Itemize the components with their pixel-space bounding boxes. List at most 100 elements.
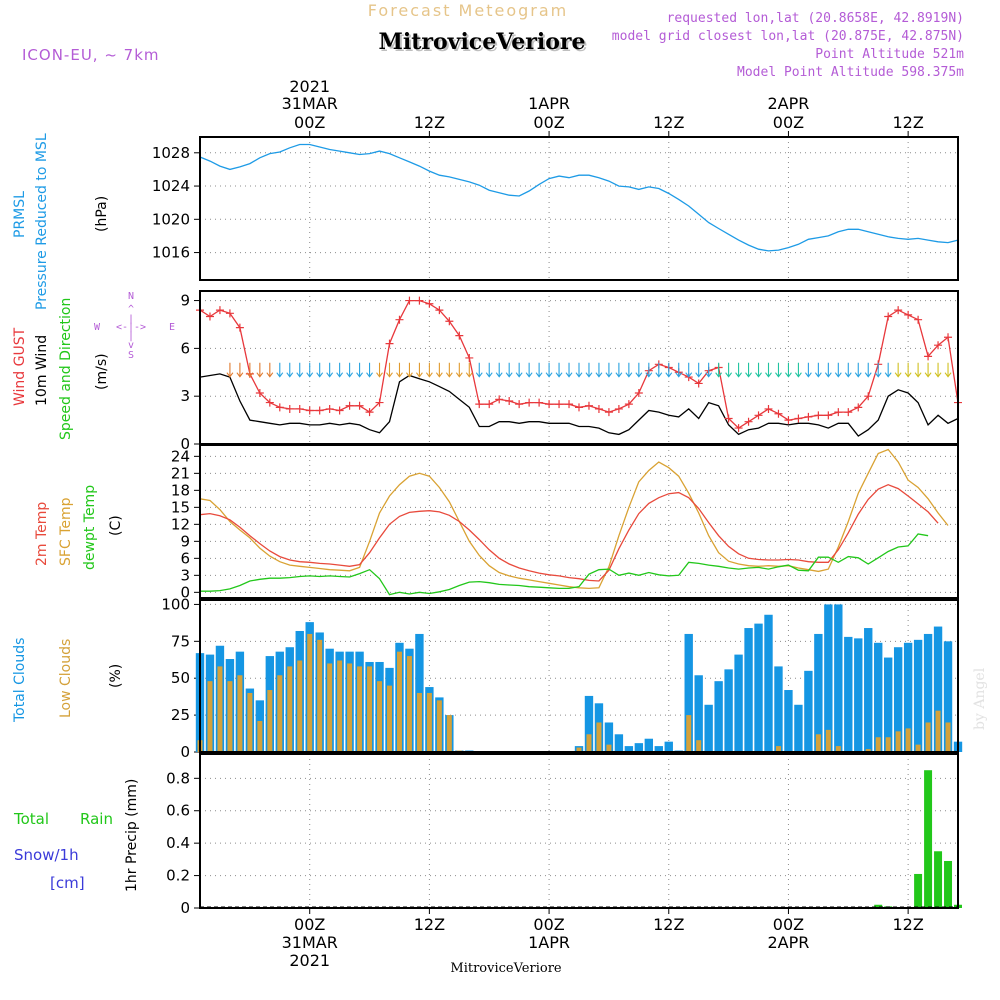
gust-marker [784,416,793,425]
wind-direction-arrow [316,362,324,378]
gust-marker [764,404,773,413]
gust-marker [525,398,534,407]
wind-direction-arrow [535,362,543,378]
wind-direction-arrow [425,362,433,378]
gust-marker [395,315,404,324]
low-cloud-bar [217,666,223,752]
gust-marker [415,296,424,305]
wind-direction-arrow [276,362,284,378]
total-cloud-bar [604,722,614,752]
gust-marker [824,411,833,420]
gust-marker [375,398,384,407]
wind-direction-arrow [814,362,822,378]
total-cloud-bar [704,704,713,752]
svg-text:^: ^ [128,304,134,315]
gust-marker [335,406,344,415]
bottom-time-label: 00Z [773,915,804,934]
gust-marker [604,408,613,417]
total-cloud-bar [774,666,783,752]
low-cloud-bar [367,666,373,752]
total-cloud-bar [694,675,703,752]
top-time-label: 12Z [892,113,923,132]
svg-text:2m Temp: 2m Temp [34,502,50,566]
svg-text:Total Clouds: Total Clouds [12,638,28,723]
low-cloud-bar [396,651,402,752]
total-cloud-bar [744,628,753,752]
svg-text:Low Clouds: Low Clouds [58,639,74,718]
wind-direction-arrow [376,362,383,378]
top-date-label: 31MAR [282,94,338,113]
rain-bar [924,770,933,908]
low-cloud-bar [586,734,592,752]
y-tick-label: 9 [180,532,190,550]
gust-marker [405,296,414,305]
wind-direction-arrow [685,362,693,378]
y-tick-label: 12 [171,515,190,533]
bottom-time-label: 12Z [653,915,684,934]
footer-station: MitroviceVeriore [450,961,562,976]
low-cloud-bar [237,675,243,752]
dewpt-line [200,533,929,596]
low-cloud-bar [406,656,412,752]
low-cloud-bar [436,700,442,752]
wind-direction-arrow [705,362,713,378]
total-cloud-bar [874,642,883,752]
wind-direction-arrow [435,362,443,378]
svg-text:Total: Total [13,810,49,828]
low-cloud-bar [267,690,273,752]
wind-direction-arrow [625,362,633,378]
gust-marker [355,401,364,410]
top-time-label: 00Z [773,113,804,132]
bottom-date-label: 1APR [528,933,570,952]
gust-marker [584,401,593,410]
wind-direction-arrow [575,362,583,378]
rain-bar [934,851,943,908]
wind-direction-arrow [525,362,533,378]
total-cloud-bar [883,657,893,752]
gust-marker [575,403,583,412]
wind-direction-arrow [236,362,244,378]
low-cloud-bar [935,710,941,752]
gust-marker [694,379,703,388]
y-tick-label: 24 [171,447,190,465]
total-cloud-bar [913,639,923,752]
wind-direction-arrow [326,362,334,378]
precip-panel: 0 0.2 0.4 0.6 0.8 [166,753,962,917]
wind-side-label: Wind GUST 10m Wind Speed and Direction (… [12,298,110,440]
svg-text:Pressure Reduced to MSL: Pressure Reduced to MSL [34,133,50,310]
gust-marker [624,400,633,409]
gust-marker [505,396,514,405]
wind-direction-arrow [775,362,782,378]
y-tick-label: 6 [180,549,190,567]
svg-text:(C): (C) [108,515,124,536]
low-cloud-bar [307,633,313,752]
low-cloud-bar [905,728,911,752]
gust-marker [225,309,234,318]
total-cloud-bar [844,636,853,752]
wind-direction-arrow [515,362,523,378]
svg-text:(hPa): (hPa) [94,196,110,232]
wind-direction-arrow [336,362,344,378]
wind-direction-arrow [834,362,842,378]
y-tick-label: 3 [180,387,190,405]
gust-marker [455,331,464,340]
svg-text:S: S [128,350,134,361]
model-label: ICON-EU, ~ 7km [22,46,160,64]
point-altitude: Point Altitude 521m [815,47,964,62]
svg-text:Speed and Direction: Speed and Direction [58,298,74,440]
low-cloud-bar [606,744,612,752]
svg-text:(m/s): (m/s) [94,353,110,390]
wind-direction-arrow [755,362,762,378]
bottom-time-label: 00Z [294,915,325,934]
wind-direction-arrow [824,362,832,378]
low-cloud-bar [815,734,821,752]
gust-marker [614,404,623,413]
wind-direction-arrow [396,362,403,378]
wind-direction-arrow [794,362,802,378]
pressure-line [199,143,959,252]
gust-marker [345,401,354,410]
wind-direction-arrow [256,362,264,378]
low-cloud-bar [257,721,263,752]
low-cloud-bar [925,722,931,752]
low-cloud-bar [347,663,353,752]
